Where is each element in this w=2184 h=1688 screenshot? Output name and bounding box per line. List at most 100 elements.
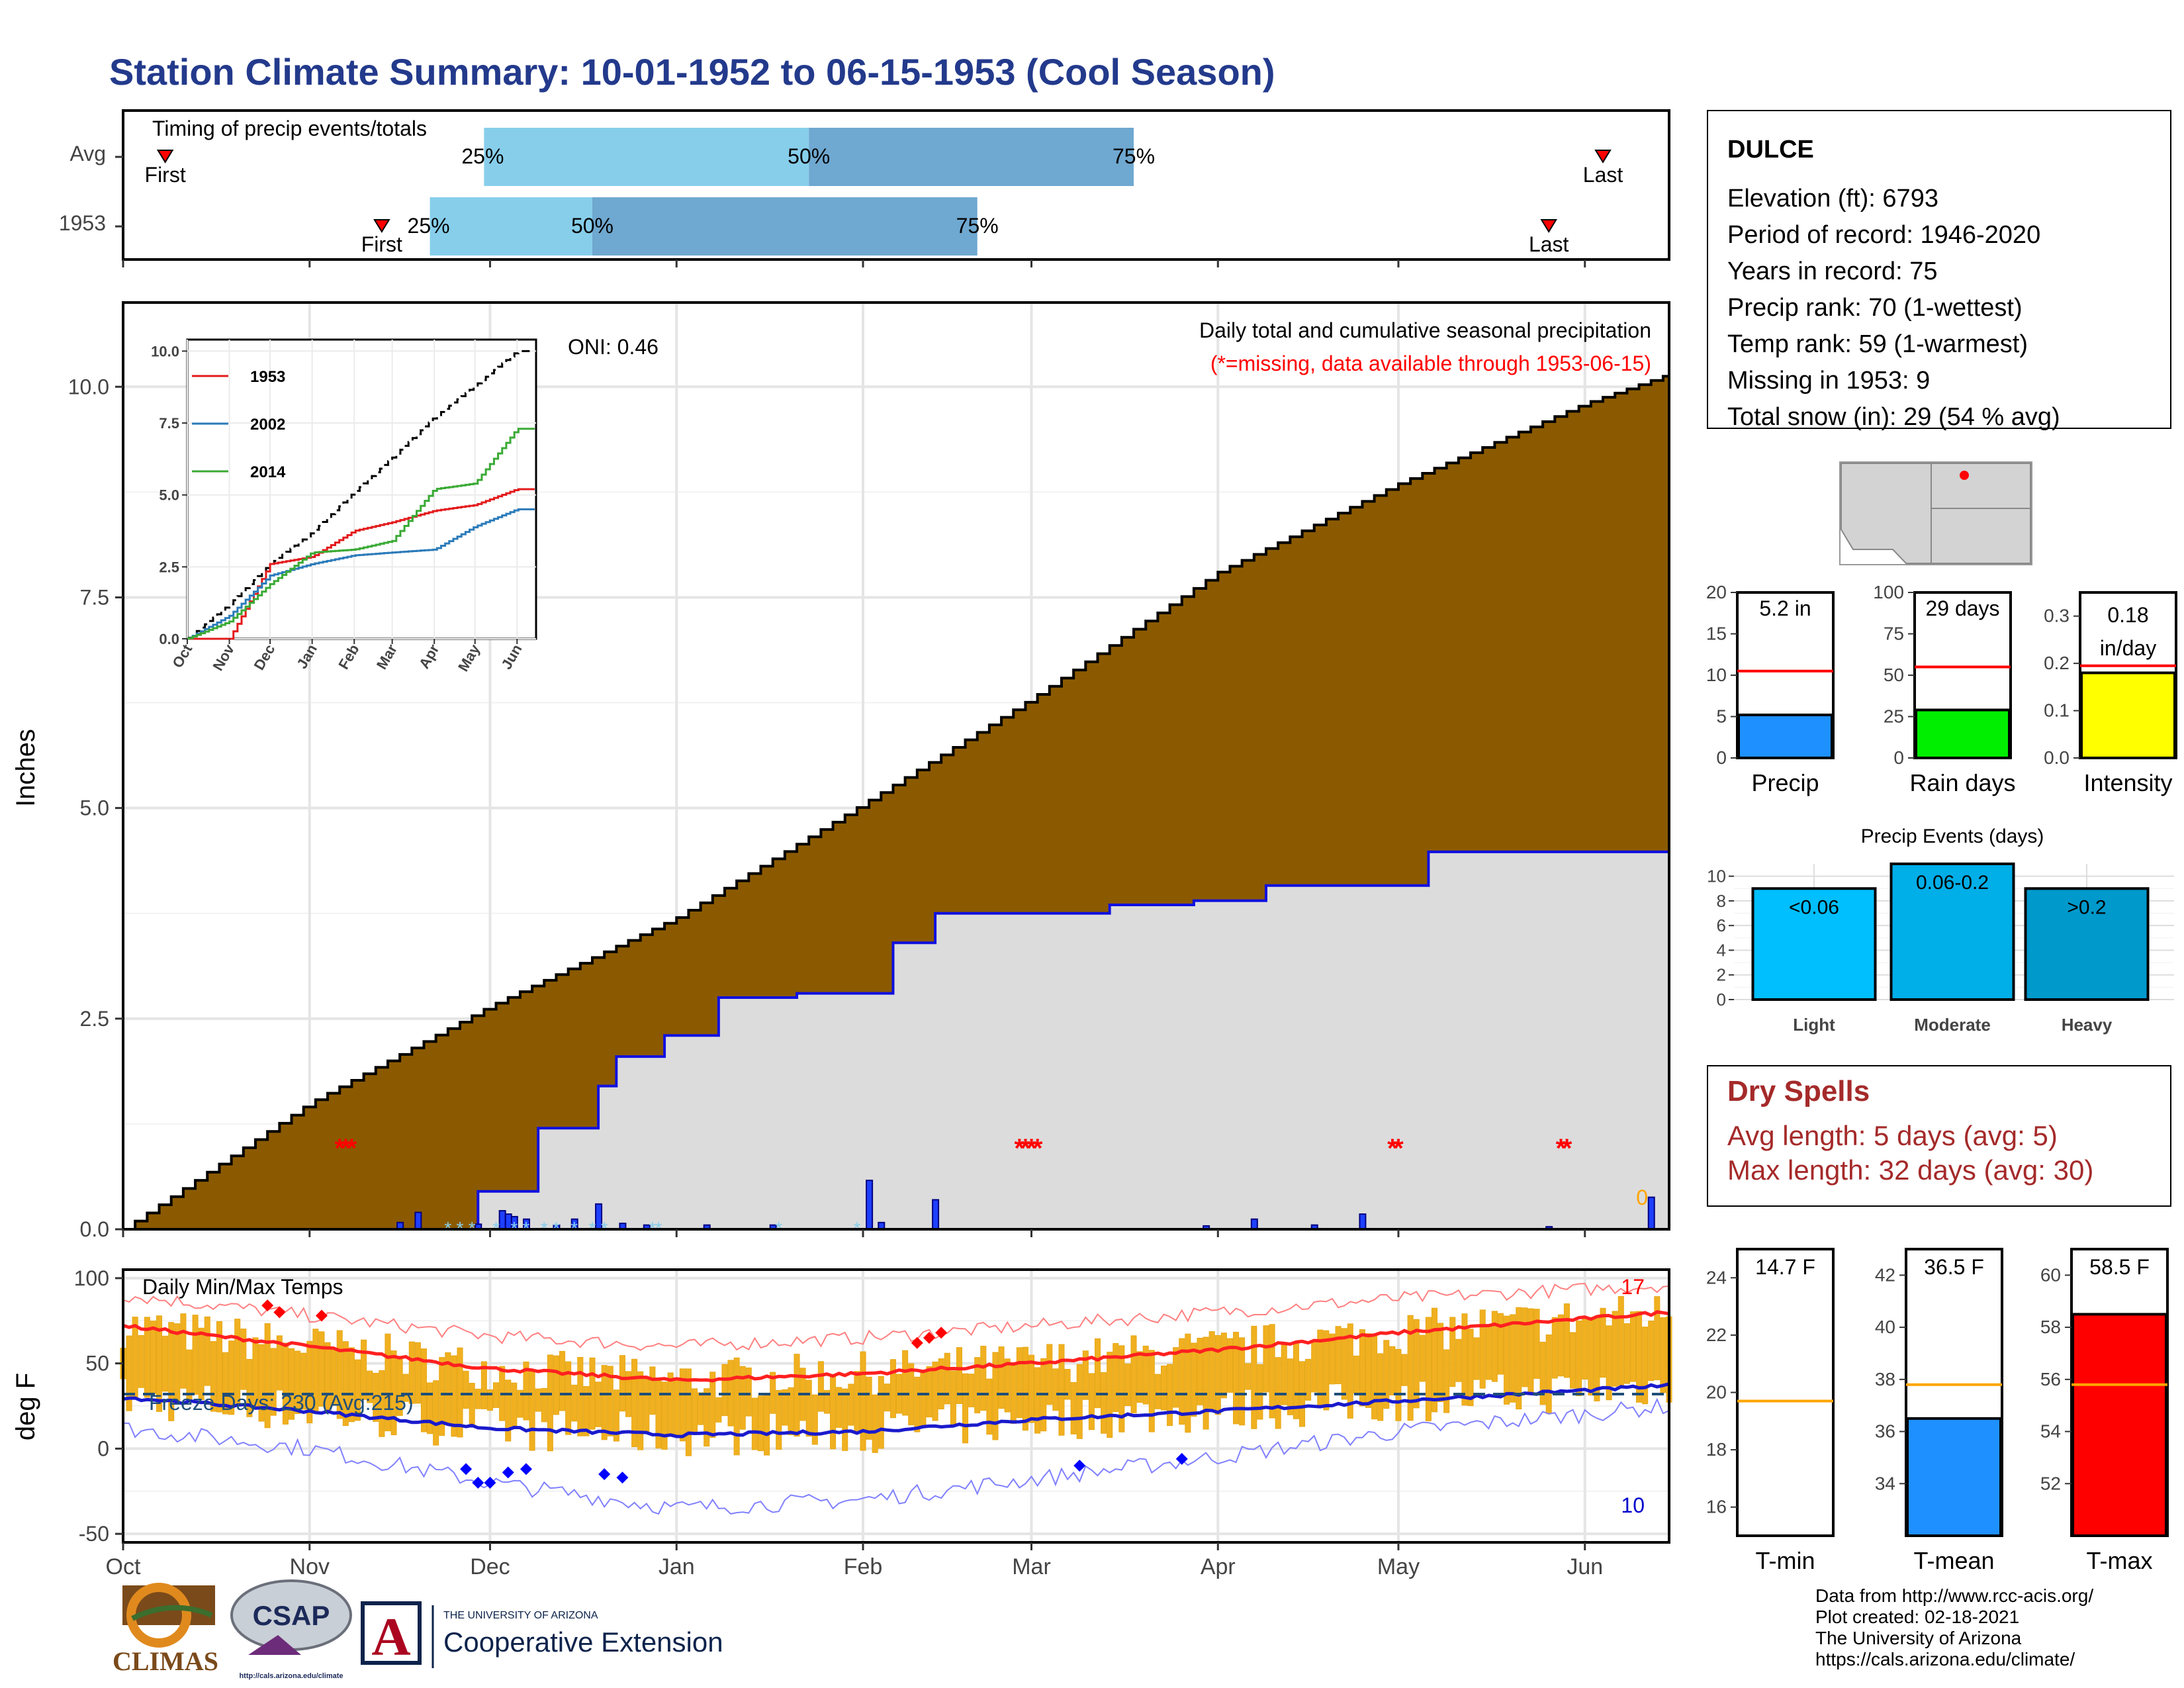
temp-daily-bar — [1504, 1315, 1510, 1405]
record-max-marker — [923, 1332, 935, 1344]
temp-summary-label: T-mean — [1913, 1547, 1994, 1574]
temp-y-axis: -50 0 50 100 — [74, 1266, 123, 1546]
temp-daily-bar — [1124, 1363, 1131, 1407]
missing-marker: * — [334, 1134, 345, 1163]
temp-daily-bar — [1431, 1307, 1438, 1413]
temp-daily-bar — [1522, 1307, 1528, 1387]
temp-lines — [122, 1282, 1670, 1515]
temp-daily-bar — [1010, 1362, 1017, 1424]
inset-grid — [187, 340, 536, 639]
temp-daily-bar — [811, 1394, 818, 1445]
temp-daily-bar — [1034, 1367, 1041, 1434]
temp-daily-bar — [1623, 1323, 1630, 1384]
temp-daily-bar — [962, 1373, 969, 1444]
temp-daily-bar — [1491, 1311, 1498, 1382]
ua-logo-small: THE UNIVERSITY OF ARIZONA — [443, 1610, 598, 1621]
temp-line-avg-max — [122, 1310, 1670, 1383]
precip-areas — [123, 374, 1670, 1231]
temp-daily-bar — [523, 1361, 529, 1421]
temp-daily-bar — [156, 1315, 163, 1412]
temp-daily-bar — [1317, 1329, 1324, 1405]
timing-first-label: First — [361, 232, 402, 256]
summary-bar-tick-label: 0.1 — [2044, 700, 2070, 721]
temp-daily-bar — [1214, 1335, 1221, 1415]
ua-logo-big: Cooperative Extension — [443, 1626, 723, 1658]
temp-daily-bar — [986, 1378, 993, 1435]
temp-summary-label: T-max — [2086, 1547, 2152, 1574]
record-min-marker — [616, 1472, 629, 1484]
temp-daily-bar — [1660, 1317, 1666, 1393]
temp-daily-bar — [427, 1382, 433, 1434]
daily-precip-bar — [1359, 1213, 1367, 1231]
temp-daily-bar — [836, 1387, 842, 1428]
temp-daily-bar — [1323, 1330, 1330, 1411]
precip-ytick-label: 7.5 — [80, 585, 109, 609]
temp-daily-bar — [577, 1356, 584, 1436]
precip-ytick-label: 5.0 — [80, 796, 109, 820]
temp-summary-tick-label: 58 — [2040, 1317, 2061, 1337]
events-bar-category: Heavy — [2062, 1015, 2113, 1035]
temp-daily-bar — [402, 1374, 409, 1402]
temp-summary-tick-label: 36 — [1875, 1421, 1895, 1442]
record-max-marker — [935, 1327, 948, 1339]
temp-daily-bar — [998, 1346, 1005, 1409]
timing-row-label-avg: Avg — [69, 142, 106, 165]
temp-daily-bar — [1245, 1363, 1251, 1390]
dry-spells-line: Max length: 32 days (avg: 30) — [1727, 1154, 2093, 1186]
temp-daily-bar — [385, 1333, 391, 1432]
credit-line: https://cals.arizona.edu/climate/ — [1815, 1649, 2075, 1669]
temp-daily-bar — [240, 1329, 247, 1390]
temp-daily-bar — [619, 1355, 625, 1412]
temp-daily-bar — [782, 1389, 788, 1426]
temp-daily-bar — [1443, 1349, 1450, 1413]
temp-daily-bar — [1612, 1311, 1618, 1387]
temp-summary-tick-label: 24 — [1706, 1267, 1727, 1288]
temp-daily-bar — [932, 1361, 938, 1421]
temp-daily-bar — [1082, 1350, 1089, 1400]
events-bar — [1751, 887, 1877, 1001]
temp-daily-bar — [1389, 1346, 1396, 1395]
precip-subtitle: Daily total and cumulative seasonal prec… — [1199, 318, 1651, 342]
temp-title: Daily Min/Max Temps — [142, 1275, 343, 1299]
temp-daily-bar — [1516, 1307, 1522, 1410]
credit-line: The University of Arizona — [1815, 1628, 2022, 1648]
precip-events-title: Precip Events (days) — [1861, 825, 2044, 847]
temp-daily-bar — [583, 1385, 590, 1436]
temp-daily-bar — [1413, 1319, 1420, 1409]
temp-daily-bar — [607, 1366, 614, 1436]
temp-summary-value: 14.7 F — [1755, 1255, 1815, 1279]
temp-xtick-label: Mar — [1012, 1554, 1051, 1579]
record-min-count: 10 — [1621, 1493, 1645, 1517]
events-ytick-label: 2 — [1717, 965, 1726, 985]
station-info-box: DULCE Elevation (ft): 6793 Period of rec… — [1707, 110, 2171, 431]
station-line: Elevation (ft): 6793 — [1727, 185, 1938, 212]
events-ytick-label: 6 — [1717, 915, 1726, 935]
temp-daily-bar — [1167, 1364, 1173, 1427]
page-title: Station Climate Summary: 10-01-1952 to 0… — [109, 51, 1275, 93]
missing-marker: * — [1015, 1134, 1025, 1163]
events-ytick-label: 8 — [1717, 891, 1726, 911]
temp-daily-bar — [823, 1389, 830, 1414]
temp-summary-frame — [1736, 1248, 1835, 1537]
temp-daily-bar — [1419, 1335, 1426, 1382]
temp-daily-bar — [715, 1397, 722, 1423]
timing-last-marker — [1594, 150, 1612, 164]
station-line: Total snow (in): 29 (54 % avg) — [1727, 403, 2060, 431]
temp-daily-bar — [944, 1352, 950, 1405]
temp-summary-tick-label: 38 — [1875, 1369, 1895, 1389]
temp-daily-bar — [246, 1358, 253, 1417]
inset-ytick-label: 7.5 — [159, 415, 179, 432]
timing-panel: Timing of precip events/totals Avg 1953 … — [59, 109, 1670, 267]
temp-daily-bar — [649, 1366, 656, 1415]
timing-last-label: Last — [1583, 163, 1623, 187]
temp-daily-bar — [1347, 1323, 1353, 1419]
temp-daily-bar — [408, 1341, 415, 1404]
temp-daily-bar — [144, 1317, 150, 1398]
timing-bar-25-50 — [484, 128, 809, 186]
record-min-marker — [598, 1468, 611, 1480]
temp-daily-bar — [354, 1359, 361, 1421]
temp-daily-bar — [204, 1316, 210, 1386]
temp-daily-bar — [379, 1370, 385, 1437]
temp-daily-bar — [1113, 1342, 1119, 1413]
